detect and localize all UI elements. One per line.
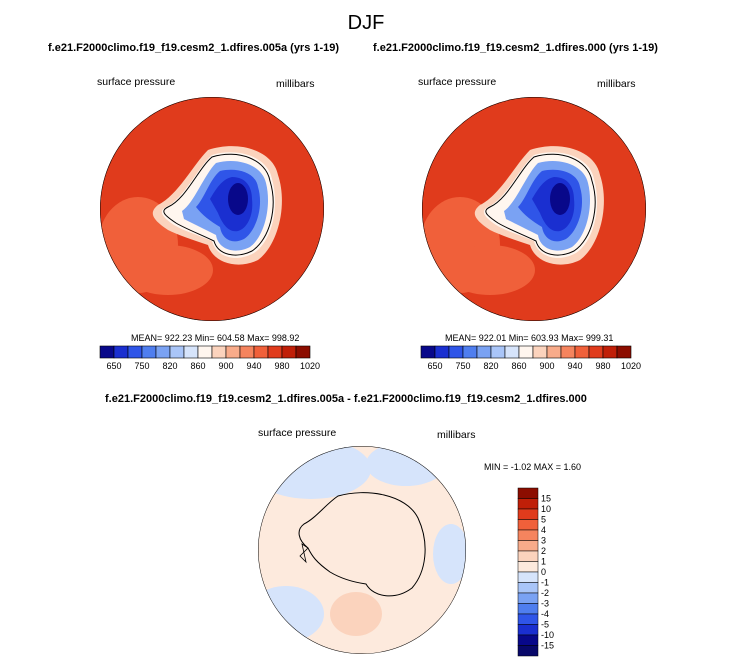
panel-right-title: f.e21.F2000climo.f19_f19.cesm2_1.dfires.… (373, 42, 658, 54)
colorbar-cell (448, 345, 464, 359)
colorbar-cell (560, 345, 576, 359)
colorbar-tick-label: 2 (541, 546, 546, 556)
colorbar-cell (253, 345, 269, 359)
colorbar-tick-label: 1020 (300, 361, 320, 371)
colorbar-cell (517, 498, 539, 510)
colorbar-tick-label: 10 (541, 504, 551, 514)
colorbar-tick-label: 5 (541, 515, 546, 525)
map-left (100, 97, 324, 321)
colorbar-cell (476, 345, 492, 359)
colorbar-tick-label: 820 (483, 361, 498, 371)
colorbar-cell (517, 571, 539, 583)
colorbar-cell (99, 345, 115, 359)
panel-left-variable: surface pressure (97, 76, 176, 88)
colorbar-cell (155, 345, 171, 359)
colorbar-cell (517, 634, 539, 646)
colorbar-tick-label: 980 (274, 361, 289, 371)
colorbar-tick-label: -4 (541, 609, 549, 619)
colorbar-cell (517, 529, 539, 541)
colorbar-tick-label: 3 (541, 536, 546, 546)
map-difference (258, 446, 466, 654)
colorbar-cell (517, 603, 539, 615)
colorbar-cell (532, 345, 548, 359)
panel-left-units: millibars (276, 78, 315, 90)
diff-title: f.e21.F2000climo.f19_f19.cesm2_1.dfires.… (105, 393, 587, 405)
panel-right-variable: surface pressure (418, 76, 497, 88)
panel-left-title: f.e21.F2000climo.f19_f19.cesm2_1.dfires.… (48, 42, 340, 54)
colorbar-cell (113, 345, 129, 359)
colorbar-tick-label: 750 (134, 361, 149, 371)
colorbar-tick-label: 900 (539, 361, 554, 371)
colorbar-cell (504, 345, 520, 359)
colorbar-cell (517, 540, 539, 552)
colorbar-cell (434, 345, 450, 359)
colorbar-tick-label: 940 (567, 361, 582, 371)
colorbar-tick-label: -10 (541, 630, 554, 640)
colorbar-cell (546, 345, 562, 359)
colorbar-cell (517, 592, 539, 604)
colorbar-tick-label: 980 (595, 361, 610, 371)
colorbar-cell (588, 345, 604, 359)
colorbar-cell (602, 345, 618, 359)
colorbar-cell (211, 345, 227, 359)
colorbar-tick-label: 820 (162, 361, 177, 371)
season-title: DJF (347, 12, 385, 34)
colorbar-cell (281, 345, 297, 359)
colorbar-cell (518, 345, 534, 359)
colorbar-cell (127, 345, 143, 359)
colorbar-tick-label: 860 (511, 361, 526, 371)
colorbar-tick-label: 940 (246, 361, 261, 371)
colorbar-right: 650 750 820 860 900 940 980 1020 (420, 345, 641, 371)
colorbar-cell (517, 645, 539, 657)
colorbar-cell (295, 345, 311, 359)
colorbar-tick-label: 4 (541, 525, 546, 535)
colorbar-cell (197, 345, 213, 359)
panel-right-stats: MEAN= 922.01 Min= 603.93 Max= 999.31 (445, 333, 614, 343)
colorbar-cell (517, 550, 539, 562)
diff-stats: MIN = -1.02 MAX = 1.60 (484, 462, 582, 472)
colorbar-tick-label: -1 (541, 578, 549, 588)
colorbar-tick-label: 650 (427, 361, 442, 371)
colorbar-tick-label: 1 (541, 557, 546, 567)
colorbar-cell (267, 345, 283, 359)
colorbar-tick-label: -3 (541, 599, 549, 609)
colorbar-tick-label: -2 (541, 588, 549, 598)
colorbar-left: 650 750 820 860 900 940 980 1020 (99, 345, 320, 371)
panel-right-units: millibars (597, 78, 636, 90)
colorbar-cell (517, 561, 539, 573)
colorbar-cell (462, 345, 478, 359)
colorbar-cell (517, 624, 539, 636)
colorbar-tick-label: -15 (541, 641, 554, 651)
colorbar-cell (517, 519, 539, 531)
colorbar-cell (225, 345, 241, 359)
diff-variable: surface pressure (258, 427, 337, 439)
colorbar-cell (420, 345, 436, 359)
diff-units: millibars (437, 429, 476, 441)
colorbar-cell (490, 345, 506, 359)
colorbar-cell (517, 508, 539, 520)
colorbar-tick-label: 650 (106, 361, 121, 371)
colorbar-cell (517, 613, 539, 625)
colorbar-cell (517, 582, 539, 594)
colorbar-cell (616, 345, 632, 359)
colorbar-tick-label: 0 (541, 567, 546, 577)
colorbar-tick-label: -5 (541, 620, 549, 630)
colorbar-cell (574, 345, 590, 359)
colorbar-tick-label: 750 (455, 361, 470, 371)
colorbar-cell (517, 487, 539, 499)
colorbar-cell (183, 345, 199, 359)
map-right (422, 97, 646, 321)
colorbar-cell (239, 345, 255, 359)
colorbar-tick-label: 860 (190, 361, 205, 371)
colorbar-cell (169, 345, 185, 359)
panel-left-stats: MEAN= 922.23 Min= 604.58 Max= 998.92 (131, 333, 300, 343)
colorbar-tick-label: 15 (541, 494, 551, 504)
colorbar-tick-label: 900 (218, 361, 233, 371)
colorbar-cell (141, 345, 157, 359)
colorbar-tick-label: 1020 (621, 361, 641, 371)
